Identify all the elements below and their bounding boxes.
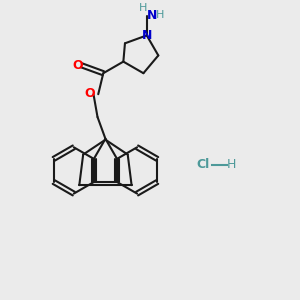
Text: H: H: [156, 10, 164, 20]
Text: Cl: Cl: [197, 158, 210, 171]
Text: H: H: [139, 3, 147, 13]
Text: N: N: [147, 9, 157, 22]
Text: N: N: [142, 29, 152, 42]
Text: O: O: [85, 87, 95, 100]
Text: H: H: [227, 158, 236, 171]
Text: O: O: [73, 59, 83, 72]
